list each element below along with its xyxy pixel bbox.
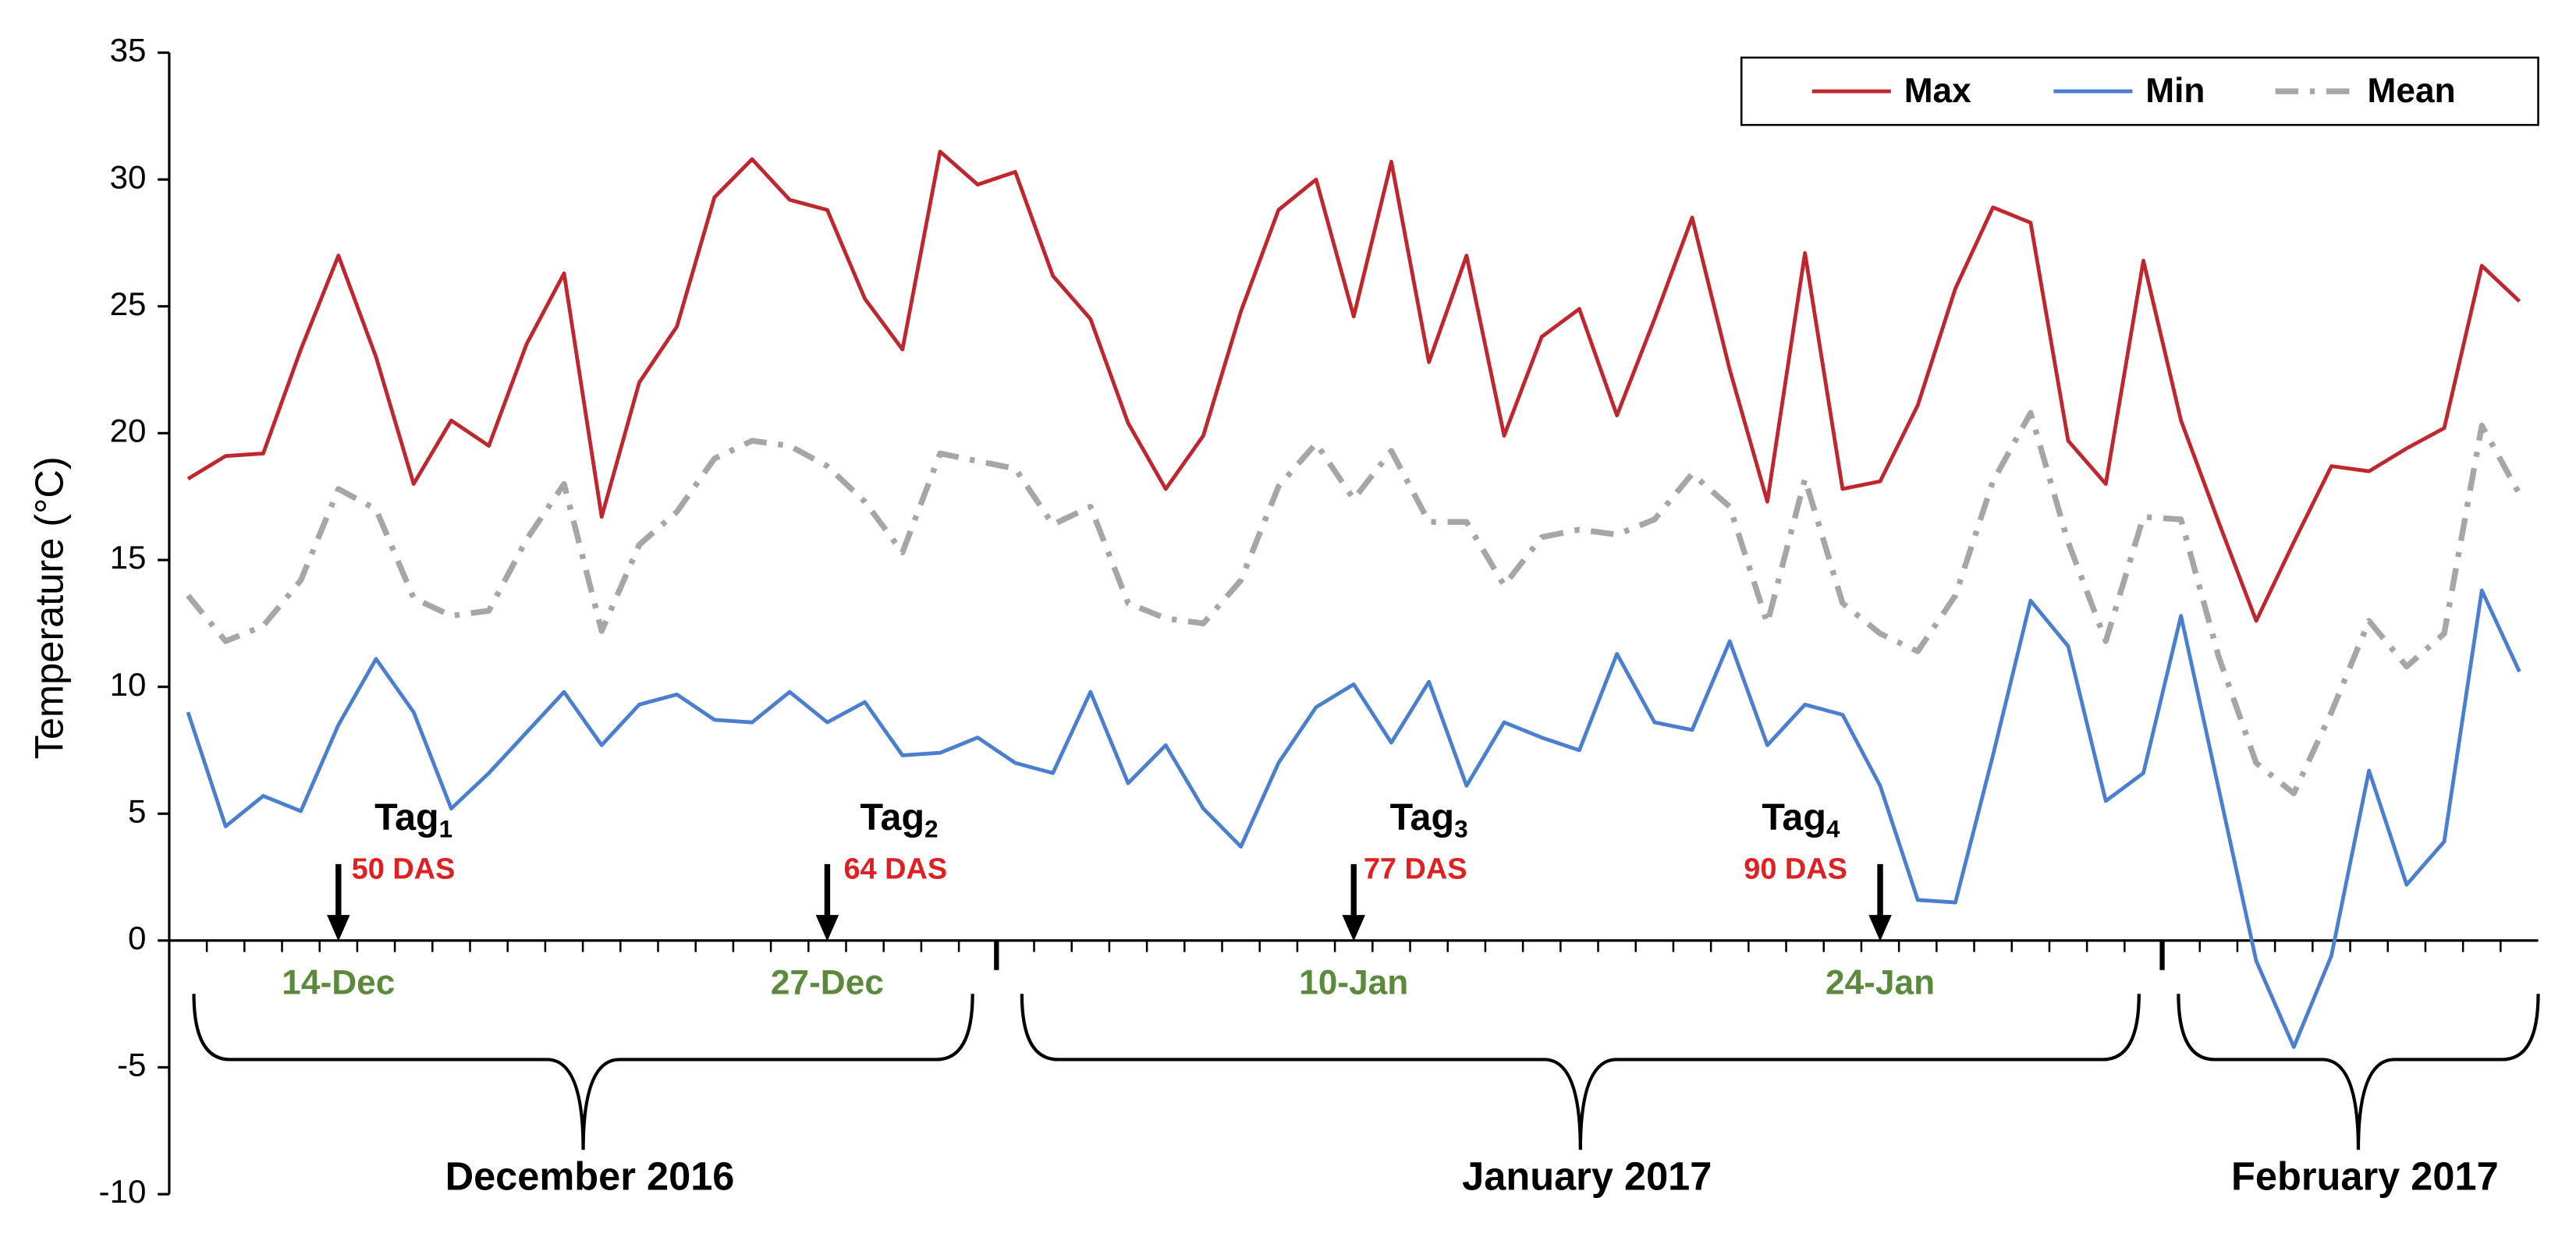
annotation-tag: Tag3 xyxy=(1390,796,1468,843)
y-tick-label: -5 xyxy=(117,1047,146,1083)
y-axis-label: Temperature (°C) xyxy=(27,456,72,759)
annotation-tag: Tag1 xyxy=(374,796,452,843)
month-brace xyxy=(192,994,974,1150)
month-label: December 2016 xyxy=(445,1154,735,1198)
annotation-tag: Tag2 xyxy=(860,796,939,843)
annotation-tag-subscript: 3 xyxy=(1454,815,1468,843)
series-line xyxy=(186,409,2522,796)
series-line xyxy=(186,588,2521,1049)
y-tick-label: 15 xyxy=(110,539,147,576)
annotation-tag-label: Tag xyxy=(1762,796,1826,838)
annotation-tag-subscript: 2 xyxy=(924,815,939,843)
annotation-tag: Tag4 xyxy=(1762,796,1840,843)
annotation-note: 90 DAS xyxy=(1744,852,1847,885)
annotation-note: 50 DAS xyxy=(352,852,456,885)
y-tick-label: 5 xyxy=(128,792,146,829)
y-tick-label: 20 xyxy=(110,413,147,449)
arrow-head xyxy=(1868,915,1892,941)
x-tick-label: 10-Jan xyxy=(1299,963,1408,1001)
month-brace xyxy=(2177,994,2540,1150)
y-tick-label: 10 xyxy=(110,666,147,703)
annotation-tag-subscript: 4 xyxy=(1826,815,1840,843)
annotation-tag-label: Tag xyxy=(860,796,925,838)
arrow-head xyxy=(327,915,350,941)
month-label: January 2017 xyxy=(1462,1154,1712,1198)
annotation-tag-label: Tag xyxy=(1390,796,1455,838)
annotation-note: 77 DAS xyxy=(1364,852,1467,885)
annotation-note: 64 DAS xyxy=(843,852,947,885)
y-tick-label: 0 xyxy=(128,920,146,956)
month-brace xyxy=(1020,994,2141,1150)
annotation-tag-subscript: 1 xyxy=(439,815,453,843)
y-tick-label: 25 xyxy=(110,285,147,322)
y-tick-label: 35 xyxy=(110,32,147,69)
x-tick-label: 14-Dec xyxy=(282,963,395,1001)
legend-label: Max xyxy=(1904,72,1971,110)
x-tick-label: 27-Dec xyxy=(771,963,884,1001)
arrow-head xyxy=(1342,915,1365,941)
month-label: February 2017 xyxy=(2231,1154,2499,1198)
x-tick-label: 24-Jan xyxy=(1826,963,1935,1001)
annotation-tag-label: Tag xyxy=(374,796,439,838)
series-line xyxy=(186,149,2521,623)
legend-label: Min xyxy=(2145,72,2205,110)
y-tick-label: -10 xyxy=(99,1173,147,1210)
y-tick-label: 30 xyxy=(110,158,147,195)
legend-label: Mean xyxy=(2368,72,2456,110)
arrow-head xyxy=(815,915,839,941)
